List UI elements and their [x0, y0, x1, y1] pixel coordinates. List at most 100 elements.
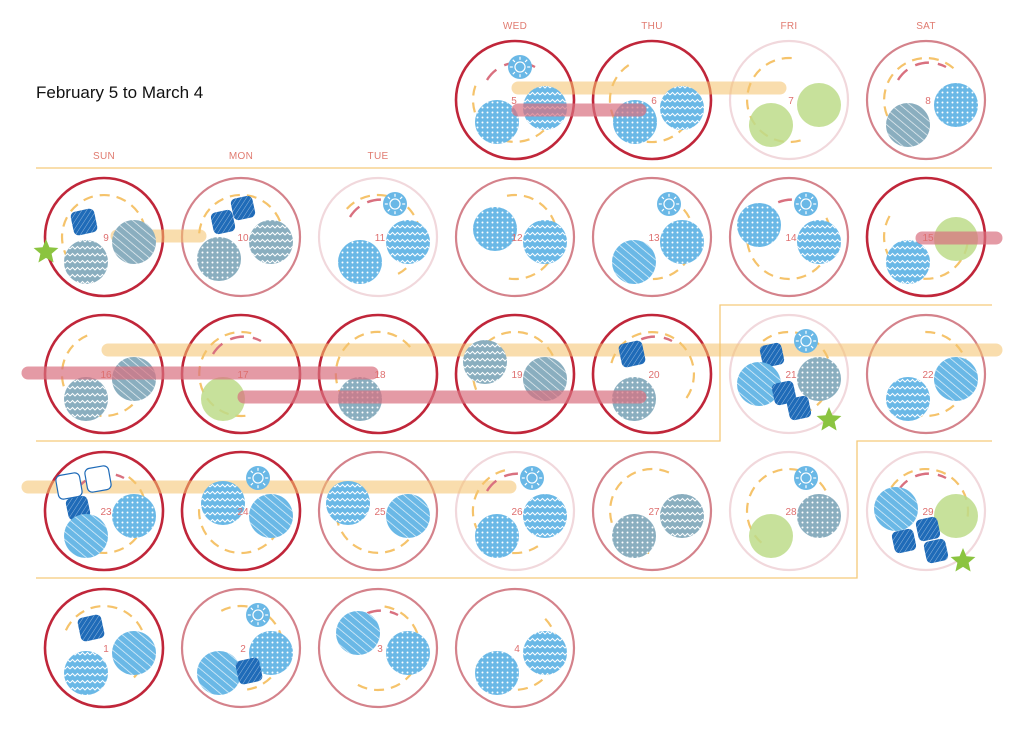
day-number: 23	[100, 507, 112, 518]
day-number: 19	[511, 370, 523, 381]
day-number: 28	[785, 507, 797, 518]
texture	[77, 614, 105, 642]
sun-ray	[387, 208, 391, 212]
day-number: 20	[648, 370, 660, 381]
day-number: 11	[375, 233, 386, 244]
day-number: 9	[103, 233, 109, 244]
sun-ray	[798, 208, 802, 212]
event-bands-front	[21, 103, 1003, 404]
texture	[235, 657, 263, 685]
sun-icon	[800, 335, 812, 347]
texture	[660, 220, 704, 264]
texture	[64, 240, 108, 284]
dashed-arc	[896, 61, 947, 81]
texture	[249, 220, 293, 264]
texture	[618, 340, 646, 368]
sun-ray	[399, 208, 403, 212]
texture	[786, 395, 812, 421]
sun-ray	[399, 196, 403, 200]
weekday-label: MON	[229, 151, 253, 162]
texture	[660, 494, 704, 538]
texture	[874, 487, 918, 531]
weekday-label: WED	[503, 21, 527, 32]
sun-ray	[262, 619, 266, 623]
texture	[338, 240, 382, 284]
day-number: 29	[922, 507, 934, 518]
day-number: 12	[511, 233, 523, 244]
day-number: 17	[237, 370, 249, 381]
texture	[737, 362, 781, 406]
green-dot	[934, 494, 978, 538]
sun-icon	[252, 609, 264, 621]
texture	[112, 494, 156, 538]
texture	[612, 514, 656, 558]
divider-line	[36, 304, 992, 442]
texture	[326, 481, 370, 525]
day-content	[55, 55, 978, 695]
star-icon	[816, 407, 842, 431]
sun-ray	[810, 345, 814, 349]
texture	[891, 528, 917, 554]
sun-ray	[673, 196, 677, 200]
texture	[112, 631, 156, 675]
sun-ray	[524, 59, 528, 63]
sun-ray	[661, 208, 665, 212]
sun-ray	[798, 345, 802, 349]
sun-icon	[800, 198, 812, 210]
day-number: 14	[785, 233, 797, 244]
sun-ray	[798, 482, 802, 486]
texture	[112, 220, 156, 264]
divider-lines	[36, 167, 992, 579]
texture	[64, 514, 108, 558]
sun-ray	[798, 196, 802, 200]
texture	[386, 494, 430, 538]
outline-square	[84, 465, 112, 493]
day-number: 15	[922, 233, 934, 244]
day-number: 26	[511, 507, 523, 518]
day-number: 2	[240, 644, 246, 655]
sun-icon	[800, 472, 812, 484]
day-number: 1	[103, 644, 109, 655]
day-number: 18	[374, 370, 386, 381]
texture	[523, 357, 567, 401]
sun-ray	[524, 482, 528, 486]
texture	[475, 100, 519, 144]
sun-icon	[663, 198, 675, 210]
texture	[475, 651, 519, 695]
texture	[201, 481, 245, 525]
dashed-arc	[211, 335, 262, 355]
sun-icon	[526, 472, 538, 484]
texture	[797, 494, 841, 538]
day-number: 21	[785, 370, 797, 381]
sun-ray	[798, 470, 802, 474]
day-number: 22	[922, 370, 934, 381]
sun-ray	[810, 196, 814, 200]
dashed-arc	[60, 193, 147, 260]
sun-ray	[536, 470, 540, 474]
day-number: 8	[925, 96, 931, 107]
texture	[386, 220, 430, 264]
sun-ray	[661, 196, 665, 200]
sun-ray	[262, 470, 266, 474]
sun-ray	[250, 619, 254, 623]
texture	[886, 103, 930, 147]
texture	[64, 377, 108, 421]
texture	[386, 631, 430, 675]
texture	[475, 514, 519, 558]
day-number: 16	[100, 370, 112, 381]
texture	[923, 538, 949, 564]
texture	[197, 651, 241, 695]
texture	[759, 342, 785, 368]
texture	[463, 340, 507, 384]
texture	[523, 494, 567, 538]
texture	[473, 207, 517, 251]
sun-ray	[512, 59, 516, 63]
sun-ray	[524, 71, 528, 75]
dashed-arc	[762, 330, 833, 415]
sun-ray	[512, 71, 516, 75]
sun-icon	[514, 61, 526, 73]
sun-ray	[810, 333, 814, 337]
texture	[915, 516, 941, 542]
weekday-label: TUE	[368, 151, 389, 162]
